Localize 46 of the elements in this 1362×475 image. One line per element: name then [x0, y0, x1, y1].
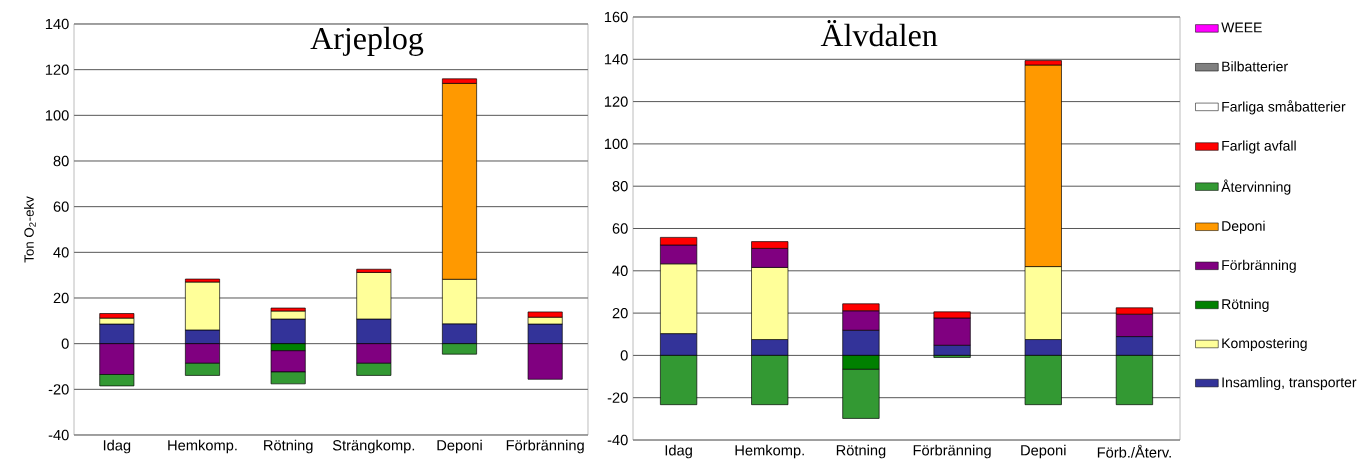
legend-label: Farligt avfall [1222, 140, 1296, 154]
x-tick-label: Idag [103, 439, 131, 454]
x-tick-label: Hemkomp. [735, 444, 804, 459]
y-tick-label: 60 [612, 223, 628, 234]
y-tick-label: 20 [53, 292, 69, 304]
x-tick-label: Rötning [836, 444, 886, 459]
legend-label: Rötning [1222, 298, 1269, 312]
x-tick-label: Förbränning [506, 439, 584, 454]
chart-title: Arjeplog [310, 26, 424, 56]
y-tick-label: 0 [61, 338, 69, 349]
x-tick-label: Deponi [1021, 444, 1066, 459]
y-tick-label: 0 [620, 350, 628, 361]
y-tick-label: 80 [53, 155, 69, 167]
x-tick-label: Deponi [437, 439, 482, 454]
y-tick-label: 100 [604, 138, 628, 150]
x-tick-label: Rötning [264, 439, 313, 454]
x-tick-label: Förbränning [913, 444, 991, 459]
y-tick-label: 100 [45, 110, 69, 121]
y-tick-label: 140 [604, 54, 628, 65]
y-tick-label: 120 [45, 64, 69, 75]
legend-label: Insamling, transporter [1222, 377, 1357, 391]
y-tick-label: -40 [48, 429, 69, 441]
y-tick-label: 120 [604, 96, 628, 107]
legend-label: Kompostering [1222, 337, 1307, 351]
legend-label: Bilbatterier [1222, 61, 1288, 72]
y-tick-label: -20 [48, 384, 69, 395]
y-tick-label: 40 [612, 265, 628, 276]
x-tick-label: Strängkomp. [332, 439, 415, 454]
y-tick-label: 160 [604, 11, 628, 23]
legend-label: Deponi [1222, 220, 1265, 234]
legend-label: WEEE [1221, 22, 1262, 33]
y-axis-title: Ton O$_{2}$-ekv [24, 196, 36, 263]
y-tick-label: 80 [612, 181, 628, 192]
x-tick-label: Idag [665, 444, 692, 459]
y-tick-label: 40 [53, 247, 69, 258]
x-tick-label: Hemkomp. [168, 439, 237, 454]
x-tick-label: Förb./Återv. [1097, 444, 1171, 458]
y-tick-label: -20 [607, 392, 628, 403]
legend-label: Återvinning [1221, 179, 1291, 195]
legend-label: Förbränning [1222, 259, 1296, 273]
y-tick-label: 60 [53, 201, 69, 212]
y-tick-label: -40 [607, 434, 628, 446]
chart-title: Älvdalen [820, 20, 938, 47]
y-tick-label: 140 [45, 18, 69, 30]
legend-label: Farliga småbatterier [1222, 100, 1346, 115]
y-tick-label: 20 [612, 307, 628, 319]
